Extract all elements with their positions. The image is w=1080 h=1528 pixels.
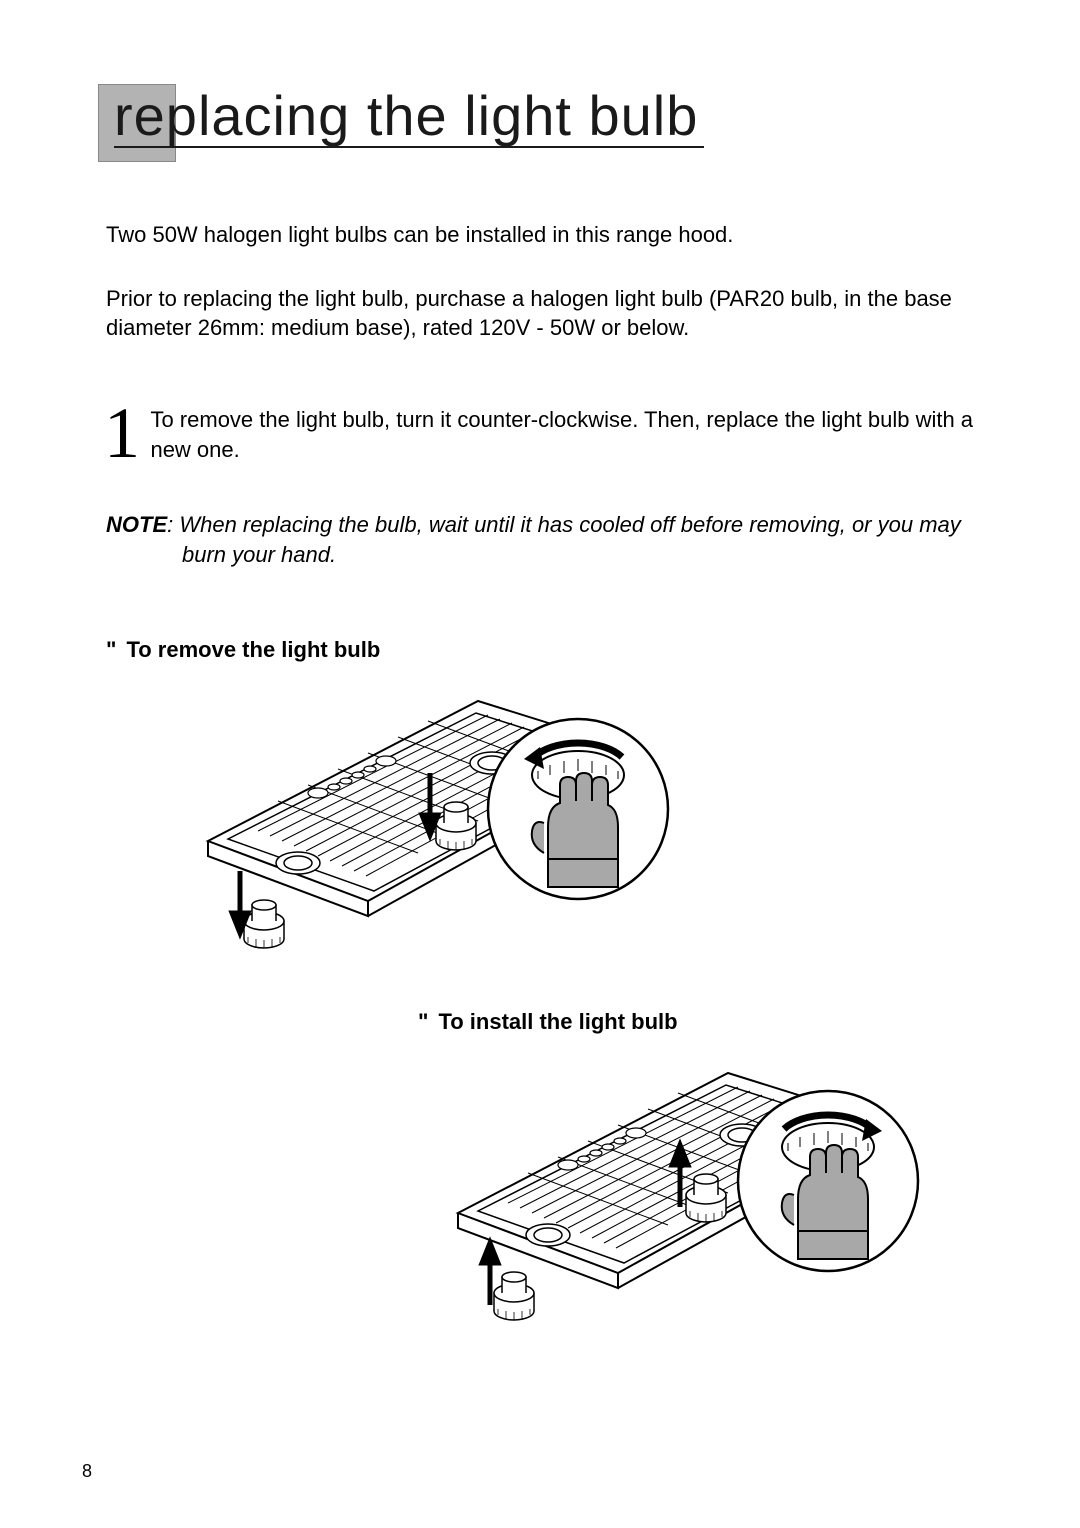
subheading-install-text: To install the light bulb	[438, 1009, 677, 1034]
intro-paragraph-2: Prior to replacing the light bulb, purch…	[106, 284, 978, 343]
figure-remove	[168, 681, 978, 981]
note: NOTE: When replacing the bulb, wait unti…	[106, 510, 978, 569]
subheading-install: " To install the light bulb	[418, 1009, 978, 1035]
figure-install-svg	[418, 1053, 938, 1353]
subheading-remove: " To remove the light bulb	[106, 637, 978, 663]
quote-glyph-icon: "	[106, 637, 116, 662]
note-body-first: : When replacing the bulb, wait until it…	[167, 512, 961, 537]
step-1: 1 To remove the light bulb, turn it coun…	[104, 401, 978, 466]
note-body-cont: burn your hand.	[182, 540, 978, 570]
step-text: To remove the light bulb, turn it counte…	[150, 401, 978, 464]
subheading-remove-text: To remove the light bulb	[126, 637, 380, 662]
figure-remove-svg	[168, 681, 688, 981]
page-title: replacing the light bulb	[114, 88, 704, 148]
title-row: replacing the light bulb	[98, 84, 978, 176]
figure-install	[418, 1053, 978, 1353]
note-label: NOTE	[106, 512, 167, 537]
quote-glyph-icon: "	[418, 1009, 428, 1034]
intro-paragraph-1: Two 50W halogen light bulbs can be insta…	[106, 220, 978, 250]
manual-page: replacing the light bulb Two 50W halogen…	[0, 0, 1080, 1528]
step-number: 1	[104, 401, 136, 466]
page-number: 8	[82, 1461, 92, 1482]
